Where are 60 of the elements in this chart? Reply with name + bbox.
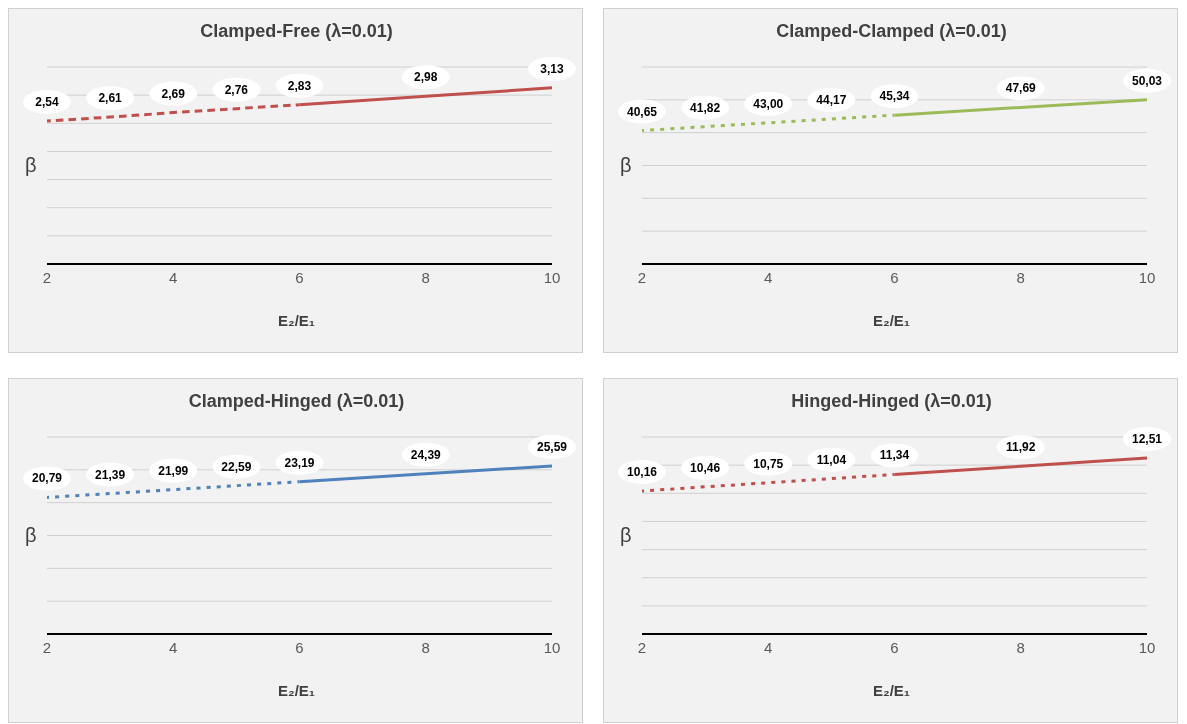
x-tick-label: 6 (295, 268, 304, 286)
data-label: 47,69 (1005, 81, 1037, 96)
x-tick-label: 6 (295, 638, 304, 656)
x-tick-label: 10 (543, 268, 561, 286)
x-tick-label: 6 (890, 638, 899, 656)
chart-title: Clamped-Hinged (λ=0.01) (187, 391, 406, 412)
data-label: 22,59 (221, 459, 252, 474)
x-axis-title: E₂/E₁ (871, 682, 911, 699)
y-axis-title: β (620, 154, 632, 177)
x-tick-label: 8 (421, 268, 430, 286)
x-tick-label: 2 (42, 268, 52, 286)
x-tick-label: 8 (1016, 638, 1025, 656)
data-label: 2,61 (98, 91, 123, 106)
data-label: 23,19 (284, 455, 315, 470)
data-label: 25,59 (536, 439, 568, 454)
data-label: 2,76 (224, 82, 249, 97)
x-tick-label: 4 (764, 268, 773, 286)
data-label: 11,04 (816, 452, 847, 467)
x-tick-label: 10 (1138, 638, 1156, 656)
x-tick-label: 4 (169, 638, 178, 656)
data-label: 10,46 (690, 460, 721, 475)
x-axis-title: E₂/E₁ (276, 682, 316, 699)
data-label: 10,16 (626, 465, 658, 480)
data-label: 21,99 (158, 463, 189, 478)
data-label: 45,34 (879, 89, 910, 104)
data-label: 11,34 (879, 448, 910, 463)
x-tick-label: 6 (890, 268, 899, 286)
data-label: 20,79 (31, 471, 63, 486)
y-axis-title: β (25, 154, 37, 177)
x-tick-label: 4 (764, 638, 773, 656)
x-tick-label: 10 (543, 638, 561, 656)
data-label: 3,13 (540, 61, 564, 76)
x-axis-title: E₂/E₁ (276, 312, 316, 329)
chart-title: Clamped-Free (λ=0.01) (199, 21, 394, 42)
x-tick-label: 2 (637, 268, 647, 286)
x-tick-label: 2 (637, 638, 647, 656)
data-label: 43,00 (753, 96, 784, 111)
x-axis-title: E₂/E₁ (871, 312, 911, 329)
x-tick-label: 8 (421, 638, 430, 656)
data-label: 24,39 (410, 447, 442, 462)
x-tick-label: 8 (1016, 268, 1025, 286)
data-label: 12,51 (1131, 431, 1163, 446)
x-tick-label: 2 (42, 638, 52, 656)
data-label: 40,65 (626, 104, 658, 119)
data-label: 2,54 (35, 95, 59, 110)
data-label: 41,82 (690, 100, 721, 115)
chart-title: Clamped-Clamped (λ=0.01) (775, 21, 1008, 42)
x-tick-label: 10 (1138, 268, 1156, 286)
data-label: 21,39 (95, 467, 126, 482)
y-axis-title: β (25, 524, 37, 547)
x-tick-label: 4 (169, 268, 178, 286)
y-axis-title: β (620, 524, 632, 547)
data-label: 2,69 (161, 86, 186, 101)
data-label: 2,83 (287, 78, 312, 93)
data-label: 44,17 (816, 92, 847, 107)
data-label: 10,75 (753, 456, 784, 471)
data-label: 11,92 (1006, 440, 1036, 455)
chart-title: Hinged-Hinged (λ=0.01) (790, 391, 993, 412)
data-label: 50,03 (1131, 73, 1163, 88)
data-label: 2,98 (414, 70, 438, 85)
